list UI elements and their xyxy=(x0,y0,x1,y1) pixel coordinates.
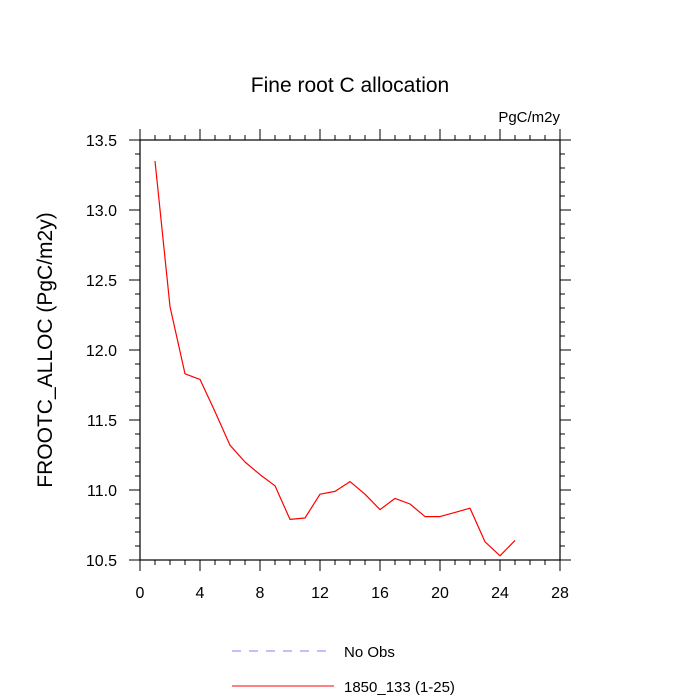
legend-label: 1850_133 (1-25) xyxy=(344,679,455,696)
x-tick-label: 0 xyxy=(136,585,145,602)
y-tick-label: 13.0 xyxy=(86,203,117,220)
y-tick-label: 13.5 xyxy=(86,133,117,150)
plot-frame xyxy=(139,139,561,561)
legend-label: No Obs xyxy=(344,644,395,661)
y-tick-label: 11.0 xyxy=(87,483,117,500)
x-tick-label: 16 xyxy=(371,585,389,602)
y-tick-label: 12.0 xyxy=(86,343,117,360)
y-tick-label: 12.5 xyxy=(86,273,117,290)
chart-title: Fine root C allocation xyxy=(251,74,449,97)
axis-ticks xyxy=(129,129,571,571)
x-tick-labels: 0 4 8 12 16 20 24 28 xyxy=(136,585,569,602)
x-tick-label: 20 xyxy=(431,585,449,602)
legend: No Obs 1850_133 (1-25) xyxy=(232,644,455,696)
x-tick-label: 24 xyxy=(491,585,509,602)
x-tick-label: 4 xyxy=(196,585,205,602)
units-label: PgC/m2y xyxy=(498,109,560,126)
plot-area xyxy=(154,160,516,557)
y-tick-label: 10.5 xyxy=(86,553,117,570)
x-tick-label: 8 xyxy=(256,585,265,602)
x-tick-label: 12 xyxy=(311,585,329,602)
y-axis-label: FROOTC_ALLOC (PgC/m2y) xyxy=(34,212,57,487)
series-line xyxy=(154,160,516,557)
x-tick-label: 28 xyxy=(551,585,569,602)
y-tick-labels: 10.5 11.0 11.5 12.0 12.5 13.0 13.5 xyxy=(86,133,117,570)
y-tick-label: 11.5 xyxy=(87,413,117,430)
